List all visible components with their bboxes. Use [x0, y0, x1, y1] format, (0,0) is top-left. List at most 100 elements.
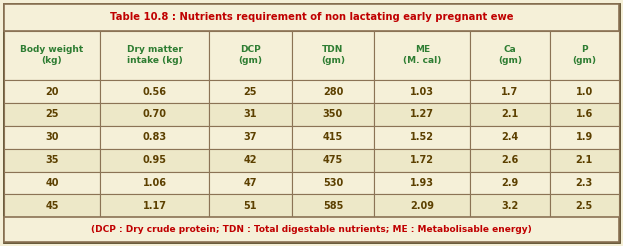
Text: 25: 25 [45, 109, 59, 119]
Bar [549, 80, 619, 103]
Bar [292, 103, 374, 126]
Text: 0.95: 0.95 [143, 155, 166, 165]
Text: Table 10.8 : Nutrients requirement of non lactating early pregnant ewe: Table 10.8 : Nutrients requirement of no… [110, 12, 513, 22]
Bar [470, 80, 549, 103]
Bar [209, 194, 292, 217]
Text: 1.7: 1.7 [502, 87, 518, 97]
Bar [292, 171, 374, 194]
Text: 42: 42 [244, 155, 257, 165]
Bar [470, 103, 549, 126]
Text: ME
(M. cal): ME (M. cal) [403, 45, 442, 65]
Text: 1.27: 1.27 [411, 109, 434, 119]
Bar [374, 103, 470, 126]
Text: 2.4: 2.4 [502, 132, 518, 142]
Text: 1.93: 1.93 [411, 178, 434, 188]
Text: 2.5: 2.5 [576, 201, 593, 211]
Text: 0.83: 0.83 [143, 132, 166, 142]
Text: Ca
(gm): Ca (gm) [498, 45, 522, 65]
Text: 2.9: 2.9 [502, 178, 518, 188]
Bar [100, 171, 209, 194]
Bar [4, 149, 100, 171]
Text: P
(gm): P (gm) [573, 45, 596, 65]
Text: 2.6: 2.6 [502, 155, 518, 165]
Bar [209, 149, 292, 171]
Text: 35: 35 [45, 155, 59, 165]
Text: 1.06: 1.06 [143, 178, 166, 188]
Bar [4, 126, 100, 149]
Text: 25: 25 [244, 87, 257, 97]
Text: 47: 47 [244, 178, 257, 188]
Bar [374, 126, 470, 149]
Text: 45: 45 [45, 201, 59, 211]
Text: 2.3: 2.3 [576, 178, 593, 188]
Text: 2.1: 2.1 [576, 155, 593, 165]
Bar [549, 31, 619, 80]
Text: TDN
(gm): TDN (gm) [321, 45, 345, 65]
Bar [549, 171, 619, 194]
Bar [292, 126, 374, 149]
Text: 51: 51 [244, 201, 257, 211]
Text: 31: 31 [244, 109, 257, 119]
Bar [374, 31, 470, 80]
Text: 0.56: 0.56 [143, 87, 166, 97]
Bar [209, 80, 292, 103]
Bar [209, 171, 292, 194]
Bar [209, 126, 292, 149]
Text: 2.1: 2.1 [502, 109, 518, 119]
Bar [100, 31, 209, 80]
Bar [4, 31, 100, 80]
Text: (DCP : Dry crude protein; TDN : Total digestable nutrients; ME : Metabolisable e: (DCP : Dry crude protein; TDN : Total di… [91, 225, 532, 234]
Text: 20: 20 [45, 87, 59, 97]
Text: DCP
(gm): DCP (gm) [239, 45, 262, 65]
Bar [549, 126, 619, 149]
Text: 280: 280 [323, 87, 343, 97]
Text: 475: 475 [323, 155, 343, 165]
Bar [292, 80, 374, 103]
Bar [292, 149, 374, 171]
Bar [470, 31, 549, 80]
Bar [549, 149, 619, 171]
Text: 0.70: 0.70 [143, 109, 166, 119]
Bar [470, 171, 549, 194]
Text: 530: 530 [323, 178, 343, 188]
Bar [470, 126, 549, 149]
Bar [4, 4, 619, 31]
Bar [374, 149, 470, 171]
Bar [100, 103, 209, 126]
Text: 1.6: 1.6 [576, 109, 593, 119]
Text: 415: 415 [323, 132, 343, 142]
Text: 2.09: 2.09 [411, 201, 434, 211]
Text: 40: 40 [45, 178, 59, 188]
Bar [549, 194, 619, 217]
Bar [4, 194, 100, 217]
Text: 1.03: 1.03 [411, 87, 434, 97]
Text: 585: 585 [323, 201, 343, 211]
Text: 1.0: 1.0 [576, 87, 593, 97]
Bar [374, 194, 470, 217]
Bar [292, 194, 374, 217]
Bar [292, 31, 374, 80]
Bar [100, 80, 209, 103]
Text: Dry matter
intake (kg): Dry matter intake (kg) [126, 45, 183, 65]
Text: 37: 37 [244, 132, 257, 142]
Text: 1.17: 1.17 [143, 201, 166, 211]
Bar [209, 31, 292, 80]
Text: 3.2: 3.2 [502, 201, 518, 211]
Text: 1.9: 1.9 [576, 132, 593, 142]
Bar [100, 149, 209, 171]
Bar [374, 171, 470, 194]
Bar [4, 80, 100, 103]
Text: Body weight
(kg): Body weight (kg) [21, 45, 83, 65]
Bar [374, 80, 470, 103]
Text: 30: 30 [45, 132, 59, 142]
Bar [549, 103, 619, 126]
Bar [4, 171, 100, 194]
Bar [100, 126, 209, 149]
Bar [470, 149, 549, 171]
Bar [209, 103, 292, 126]
Bar [470, 194, 549, 217]
Bar [4, 103, 100, 126]
Text: 1.72: 1.72 [411, 155, 434, 165]
Bar [100, 194, 209, 217]
Text: 350: 350 [323, 109, 343, 119]
